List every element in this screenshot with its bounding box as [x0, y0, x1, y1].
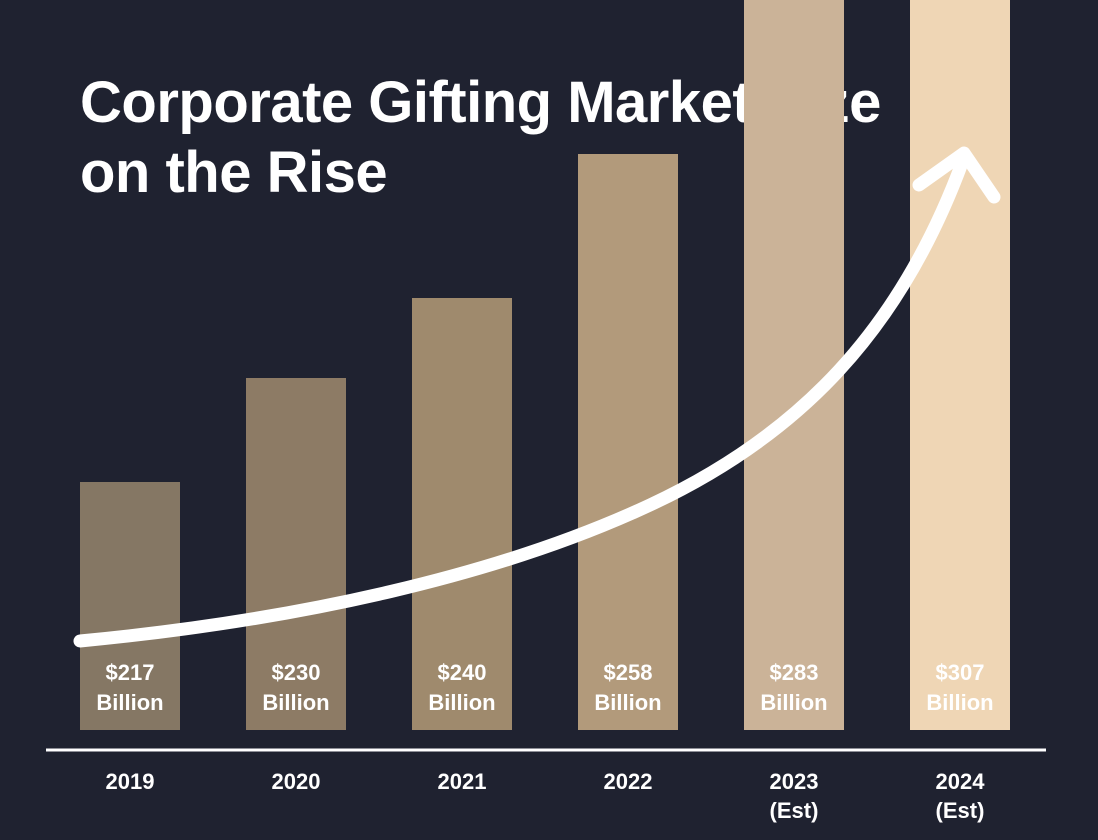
bar-2023 [744, 0, 844, 730]
bar-2024 [910, 0, 1010, 730]
chart-title-line-2: on the Rise [80, 140, 388, 205]
x-tick-note: (Est) [936, 798, 985, 823]
bar-value-label: $307 [936, 660, 985, 685]
bar-labels-group: $217 Billion $230 Billion $240 Billion $258 Bil… [96, 660, 993, 715]
bar-value-label: $283 [770, 660, 819, 685]
x-tick-label: 2020 [272, 769, 321, 794]
x-tick-label: 2023 [770, 769, 819, 794]
x-tick-label: 2019 [106, 769, 155, 794]
bar-value-label: $217 [106, 660, 155, 685]
bar-unit-label: Billion [760, 690, 827, 715]
trend-arrow-group [73, 146, 1001, 648]
x-tick-label: 2021 [438, 769, 487, 794]
x-tick-label: 2024 [936, 769, 986, 794]
bar-2019 [80, 482, 180, 730]
bar-value-label: $258 [604, 660, 653, 685]
x-tick-label: 2022 [604, 769, 653, 794]
bar-unit-label: Billion [428, 690, 495, 715]
bar-unit-label: Billion [926, 690, 993, 715]
bar-2020 [246, 378, 346, 730]
x-tick-note: (Est) [770, 798, 819, 823]
bar-unit-label: Billion [262, 690, 329, 715]
bar-unit-label: Billion [594, 690, 661, 715]
bar-2022 [578, 154, 678, 730]
trend-arrow-line [73, 156, 969, 648]
bar-unit-label: Billion [96, 690, 163, 715]
bar-2021 [412, 298, 512, 730]
bar-value-label: $230 [272, 660, 321, 685]
bar-value-label: $240 [438, 660, 487, 685]
x-tick-labels-group: 2019 2020 2021 2022 2023 (Est) 2024 (Est) [106, 769, 986, 823]
trend-arrow-head [912, 146, 1001, 204]
bars-group [80, 0, 1010, 730]
